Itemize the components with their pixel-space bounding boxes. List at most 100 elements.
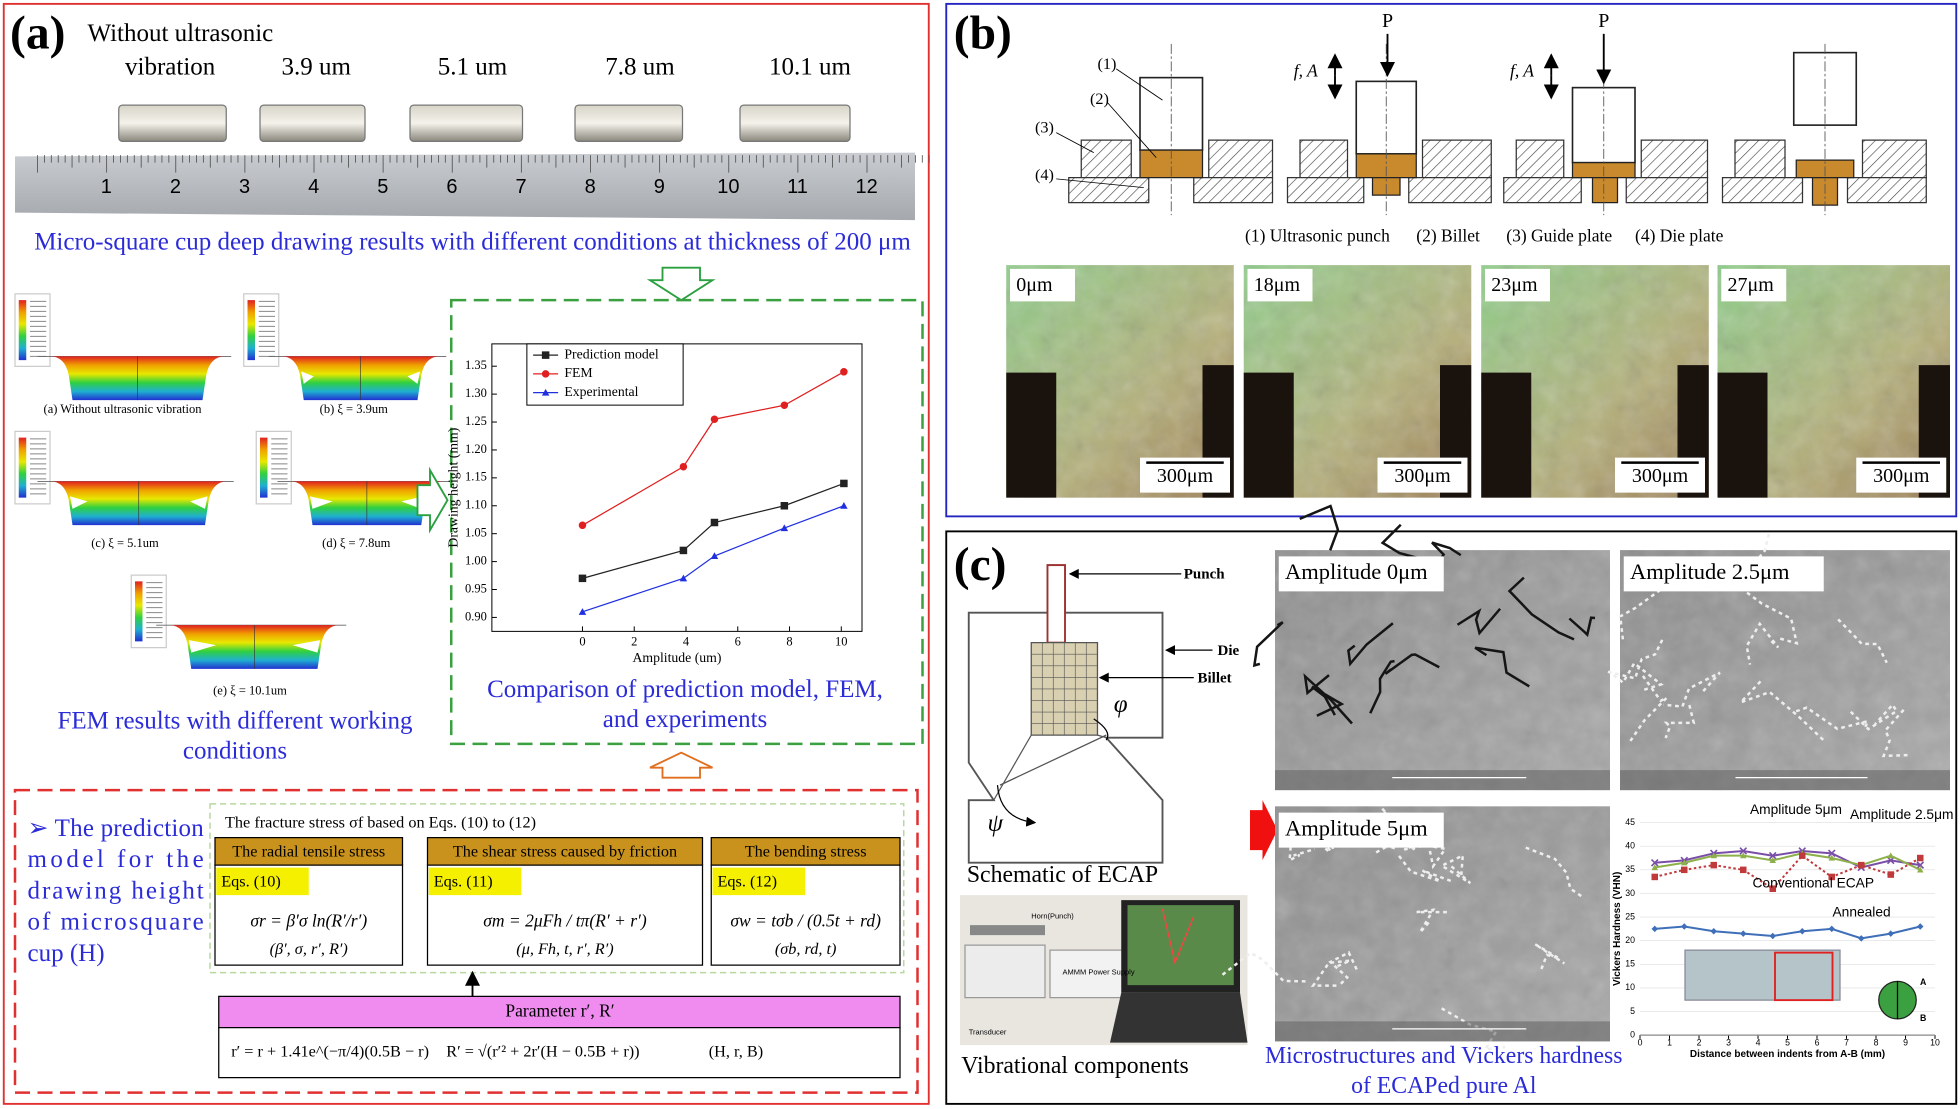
grain-boundary [1369, 659, 1395, 714]
sem-label: Amplitude 0μm [1285, 559, 1428, 584]
part-number: (4) [1035, 166, 1054, 184]
series-label: Conventional ECAP [1753, 876, 1875, 891]
leader-line [1056, 132, 1094, 154]
x-tick-label: 10 [1930, 1037, 1940, 1047]
grain-boundary [1742, 588, 1799, 646]
box-title: The bending stress [745, 842, 867, 860]
grain-boundary [1400, 843, 1448, 870]
label-box [1721, 268, 1787, 302]
ruler-number: 2 [170, 176, 181, 198]
parameter-title: Parameter r′, R′ [505, 1001, 614, 1021]
photo: 1 2 3 4 5 6 7 8 9 10 11 12 [15, 104, 930, 221]
cup [739, 104, 851, 143]
highlight [1774, 951, 1834, 1002]
channel [993, 734, 1107, 801]
load-label: P [1598, 10, 1609, 32]
sample-label: Without ultrasonic [88, 20, 274, 47]
billet-grid [1030, 642, 1098, 736]
marker [1917, 854, 1924, 862]
guide-plate [1080, 139, 1132, 179]
box-header [426, 837, 704, 866]
x-tick-label: 0 [579, 635, 585, 649]
model-text: drawing height [28, 877, 204, 904]
marker [1828, 854, 1835, 861]
guide-plate [1208, 139, 1274, 179]
eq-tag [428, 867, 522, 896]
model-text: model for the [28, 846, 204, 873]
sem-label: Amplitude 5μm [1285, 815, 1428, 840]
grain-boundary [1416, 908, 1447, 934]
caption: Micro-square cup deep drawing results wi… [34, 229, 911, 256]
formula: R′ = √(r′² + 2r′(H − 0.5B + r)) [446, 1042, 639, 1060]
fem-crack [310, 496, 333, 509]
marker [1769, 857, 1776, 864]
label-box [1247, 268, 1313, 302]
panel-b: (b) (1) (2) (3) (4) P P f, A f, A (1) Ul… [945, 2, 1958, 518]
marker [710, 552, 719, 560]
leader-line [1107, 102, 1157, 158]
arrow [1250, 800, 1278, 861]
marker [1768, 851, 1777, 860]
marker [1769, 885, 1776, 892]
die-shadow [1717, 372, 1768, 498]
eq-label: Eqs. (11) [434, 872, 493, 890]
specimen [1684, 949, 1841, 1001]
ruler-number: 10 [717, 176, 739, 198]
x-axis-title: Distance between indents from A-B (mm) [1690, 1049, 1885, 1060]
punch [1046, 564, 1066, 644]
marker [780, 502, 789, 510]
panel-frame [2, 2, 930, 1105]
marker [1651, 925, 1658, 933]
grain-boundary [1507, 576, 1575, 641]
guide-plate [1861, 139, 1927, 179]
micrograph-label: 0μm [1016, 274, 1053, 296]
die-shadow [1481, 372, 1532, 498]
marker [1828, 873, 1835, 881]
grain-boundary [1849, 702, 1899, 731]
stress-boxes: The radial tensile stress Eqs. (10) σr = β… [214, 837, 901, 966]
grain-boundary [1618, 570, 1667, 640]
marker [1887, 930, 1894, 937]
caption: Comparison of prediction model, FEM, [487, 676, 883, 703]
panel-label: (a) [10, 8, 65, 60]
marker [840, 479, 848, 488]
grain-boundary [1439, 853, 1472, 885]
horn [970, 925, 1045, 936]
note: The fracture stress σf based on Eqs. (10… [225, 814, 536, 832]
x-tick-label: 8 [1874, 1037, 1879, 1047]
grain-boundary [1604, 639, 1664, 680]
eq-tag [216, 867, 309, 896]
y-axis-title: Drawing height (mm) [446, 428, 462, 548]
y-tick-label: 30 [1625, 888, 1635, 898]
grain-boundary [1252, 621, 1284, 668]
equipment-photo [960, 895, 1248, 1046]
label-box [1278, 812, 1444, 848]
ruler-number: 1 [101, 176, 112, 198]
ruler-number: 4 [308, 176, 319, 198]
eq-label: Eqs. (10) [221, 872, 281, 890]
formula: r′ = r + 1.41e^(−π/4)(0.5B − r) [231, 1042, 429, 1060]
y-tick-label: 35 [1625, 864, 1635, 874]
x-tick-label: 9 [1903, 1037, 1908, 1047]
marker [578, 608, 587, 615]
guide-plate [1734, 139, 1786, 179]
panel-label: (b) [954, 8, 1012, 60]
marker [1858, 935, 1865, 942]
marker [840, 502, 848, 509]
caption: conditions [183, 737, 287, 764]
marker [1681, 859, 1688, 866]
legend-item: (4) Die plate [1635, 226, 1724, 246]
grain-boundary [1745, 621, 1780, 665]
guide-plate [1640, 139, 1709, 179]
grain-boundary [1311, 685, 1345, 717]
eq-tag [712, 867, 805, 896]
model-text: ➢ The prediction [28, 815, 205, 842]
caption: of ECAPed pure Al [1351, 1073, 1537, 1099]
fem-caption: (c) ξ = 5.1um [91, 536, 159, 550]
ruler-number: 8 [585, 176, 596, 198]
marker [1740, 866, 1747, 874]
fem-crack [188, 640, 217, 653]
marker [1858, 861, 1865, 869]
grain-boundary [1534, 943, 1566, 970]
